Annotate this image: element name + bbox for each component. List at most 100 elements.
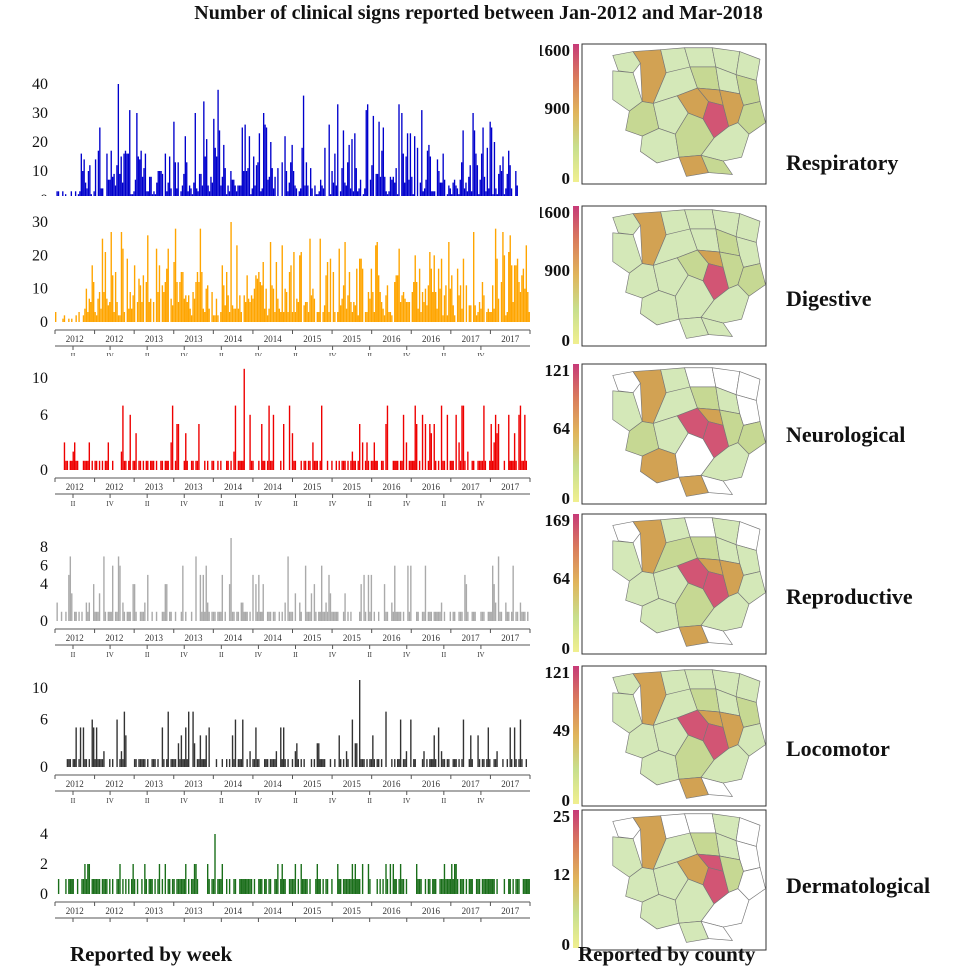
week-bar: [182, 879, 184, 894]
week-bar: [466, 191, 469, 200]
week-bar: [249, 751, 251, 767]
week-bar: [513, 727, 516, 767]
week-bar: [344, 182, 346, 200]
county-region: [737, 867, 766, 901]
week-bar: [399, 864, 402, 894]
week-bar: [101, 238, 104, 322]
week-bar: [242, 602, 244, 621]
week-bar: [245, 302, 247, 322]
week-bar: [227, 185, 229, 200]
quarter-tick-label: IV: [255, 500, 262, 506]
week-bar: [405, 442, 408, 470]
week-bar: [74, 442, 76, 470]
week-bar: [458, 442, 460, 470]
week-bar: [337, 864, 339, 894]
week-bar: [293, 879, 295, 894]
week-bar: [427, 879, 430, 894]
week-bar: [448, 759, 450, 767]
week-bar: [224, 305, 226, 322]
week-bar: [379, 176, 382, 200]
week-bar: [285, 171, 288, 200]
week-bar: [101, 460, 104, 470]
week-bar: [389, 864, 392, 894]
year-tick-label: 2016: [382, 334, 401, 344]
week-bar: [493, 142, 496, 200]
week-bar: [439, 879, 441, 894]
county-region: [700, 920, 734, 941]
scale-tick-label: 1600: [540, 41, 570, 60]
week-bar: [424, 288, 427, 322]
week-bar: [347, 460, 349, 470]
week-bar: [490, 424, 492, 470]
week-bar: [163, 611, 165, 621]
week-bar: [323, 611, 326, 621]
week-bar: [397, 611, 399, 621]
county-map-digestive: 1600 900 0: [536, 200, 790, 350]
week-bar: [251, 188, 253, 200]
week-bar: [513, 433, 516, 470]
week-bar: [84, 460, 86, 470]
week-bar: [93, 584, 95, 621]
week-bar: [82, 315, 85, 322]
week-bar: [486, 879, 488, 894]
week-bar: [142, 759, 145, 767]
y-tick-label: 20: [32, 247, 48, 264]
year-tick-label: 2014: [224, 482, 243, 492]
week-bar: [72, 759, 74, 767]
week-bar: [525, 879, 528, 894]
week-bar: [378, 275, 380, 322]
week-bar: [518, 759, 520, 767]
week-bar: [484, 460, 487, 470]
week-bar: [234, 308, 237, 322]
week-bar: [204, 312, 206, 322]
week-bar: [233, 308, 235, 322]
week-bar: [119, 864, 121, 894]
week-bar: [395, 168, 397, 200]
week-bar: [131, 308, 133, 322]
week-bar: [396, 194, 399, 200]
week-bar: [475, 879, 478, 894]
week-bar: [215, 298, 218, 322]
week-bar: [198, 282, 200, 322]
week-bar: [145, 460, 148, 470]
y-tick-label: 20: [32, 134, 48, 151]
week-bar: [169, 611, 171, 621]
week-bar: [116, 879, 118, 894]
quarter-tick-label: II: [71, 797, 76, 804]
week-bar: [376, 460, 378, 470]
week-bar: [116, 611, 118, 621]
year-tick-label: 2014: [224, 633, 243, 643]
week-bar: [524, 611, 526, 621]
week-bar: [106, 460, 108, 470]
week-bar: [410, 565, 412, 621]
week-bar: [395, 460, 397, 470]
week-bar: [301, 147, 303, 200]
week-bar: [313, 584, 316, 621]
year-tick-label: 2014: [264, 906, 283, 916]
week-bar: [364, 188, 366, 200]
week-bar: [423, 302, 425, 322]
week-bar: [421, 759, 424, 767]
week-bar: [93, 191, 95, 200]
week-bar: [157, 879, 159, 894]
week-bar: [478, 194, 480, 200]
week-bar: [163, 759, 165, 767]
week-bar: [315, 611, 317, 621]
week-bar: [439, 288, 441, 322]
week-bar: [109, 179, 111, 200]
week-bar: [280, 312, 282, 322]
week-bar: [508, 414, 510, 470]
week-bar: [230, 222, 232, 322]
week-bar: [302, 95, 305, 200]
week-bar: [120, 751, 123, 767]
week-bar: [161, 173, 164, 200]
week-bar: [181, 185, 184, 200]
week-bar: [424, 424, 427, 470]
week-bar: [342, 460, 345, 470]
year-tick-label: 2017: [501, 334, 520, 344]
week-bar: [204, 460, 206, 470]
week-bar: [449, 611, 452, 621]
week-bar: [186, 302, 188, 322]
week-bar: [109, 879, 111, 894]
week-bar: [454, 759, 456, 767]
